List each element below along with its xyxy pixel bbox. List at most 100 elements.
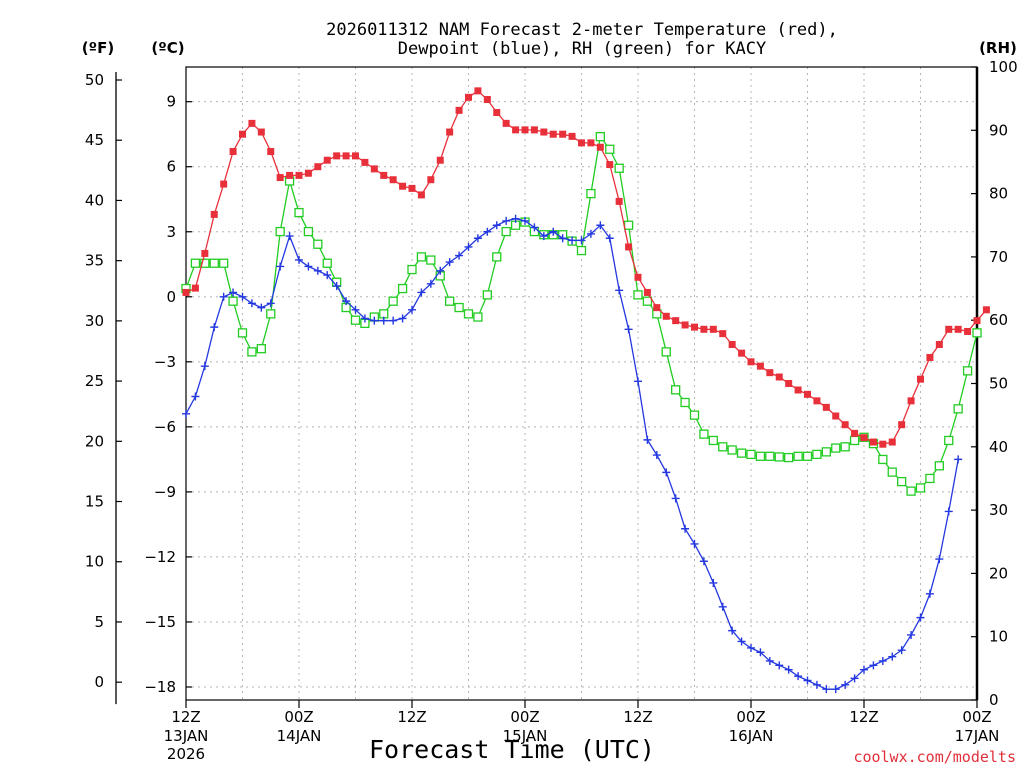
rh-point bbox=[878, 454, 888, 465]
temperature-point bbox=[540, 128, 548, 136]
rh-point bbox=[642, 296, 653, 306]
dewpoint-point bbox=[841, 680, 850, 689]
rh-point bbox=[718, 442, 728, 452]
dewpoint-point bbox=[426, 279, 435, 288]
temperature-point bbox=[502, 119, 510, 127]
dewpoint-point bbox=[408, 305, 416, 314]
dewpoint-point bbox=[803, 676, 812, 685]
rh-point bbox=[350, 315, 361, 325]
dewpoint-line bbox=[185, 218, 959, 690]
rh-unit-label: (RH) bbox=[979, 39, 1017, 57]
rh-point bbox=[699, 429, 709, 439]
temperature-point bbox=[229, 148, 237, 156]
rh-point bbox=[294, 207, 304, 218]
credit-text: coolwx.com/modelts bbox=[853, 748, 1016, 766]
rh-point bbox=[793, 451, 803, 461]
dewpoint-point bbox=[596, 221, 605, 230]
rh-point bbox=[388, 296, 398, 306]
temperature-point bbox=[220, 180, 228, 188]
temperature-point bbox=[709, 325, 717, 333]
dewpoint-point bbox=[492, 221, 501, 230]
dewpoint-point bbox=[907, 630, 916, 639]
temperature-point bbox=[822, 403, 830, 411]
temperature-point bbox=[239, 130, 246, 138]
dewpoint-point bbox=[436, 266, 445, 275]
dewpoint-point bbox=[756, 648, 765, 657]
rh-point bbox=[275, 226, 285, 237]
dewpoint-point bbox=[935, 555, 944, 564]
temperature-point bbox=[719, 330, 727, 338]
dewpoint-point bbox=[878, 656, 887, 665]
temperature-point bbox=[483, 96, 491, 104]
dewpoint-point bbox=[191, 392, 200, 401]
dewpoint-point bbox=[747, 643, 755, 652]
temperature-point bbox=[559, 130, 567, 138]
rh-point bbox=[445, 296, 455, 306]
plot-frame bbox=[185, 66, 978, 701]
dewpoint-point bbox=[473, 234, 482, 243]
temperature-point bbox=[681, 321, 689, 329]
celsius-tick-label: −6 bbox=[154, 418, 176, 436]
dewpoint-point bbox=[586, 229, 595, 238]
rh-point bbox=[831, 443, 841, 453]
rh-point bbox=[586, 188, 596, 199]
dewpoint-point bbox=[718, 602, 727, 611]
celsius-tick-label: −18 bbox=[144, 678, 176, 696]
dewpoint-point bbox=[210, 323, 219, 332]
dewpoint-point bbox=[728, 626, 737, 635]
dewpoint-point bbox=[247, 299, 256, 308]
rh-point bbox=[906, 486, 916, 496]
dewpoint-point bbox=[634, 377, 642, 386]
temperature-point bbox=[304, 169, 312, 177]
dewpoint-point bbox=[511, 214, 520, 223]
dewpoint-point bbox=[530, 223, 539, 232]
rh-point bbox=[595, 131, 605, 142]
rh-point bbox=[266, 309, 276, 319]
rh-point bbox=[322, 258, 332, 268]
rh-point bbox=[228, 296, 238, 306]
dewpoint-point bbox=[389, 316, 398, 325]
celsius-tick-label: −15 bbox=[144, 613, 176, 631]
rh-point bbox=[671, 385, 681, 395]
celsius-tick-label: 3 bbox=[166, 223, 176, 241]
rh-point bbox=[454, 302, 464, 313]
dewpoint-point bbox=[455, 251, 464, 260]
dewpoint-point bbox=[229, 288, 238, 297]
dewpoint-point bbox=[699, 557, 708, 566]
temperature-point bbox=[314, 163, 322, 171]
rh-point bbox=[416, 252, 427, 262]
temperature-point bbox=[851, 429, 859, 437]
dewpoint-point bbox=[615, 286, 624, 295]
temperature-point bbox=[455, 106, 463, 114]
temperature-point bbox=[352, 152, 359, 160]
rh-tick-label: 40 bbox=[989, 438, 1008, 456]
temperature-point bbox=[691, 323, 698, 331]
temperature-point bbox=[606, 161, 614, 169]
temperature-point bbox=[399, 182, 407, 190]
rh-point bbox=[661, 347, 671, 357]
dewpoint-point bbox=[681, 524, 690, 533]
temperature-point bbox=[860, 434, 868, 442]
temperature-point bbox=[380, 171, 388, 179]
temperature-point bbox=[917, 375, 924, 383]
rh-point bbox=[915, 483, 926, 493]
dewpoint-point bbox=[360, 314, 369, 323]
fahrenheit-tick-label: 0 bbox=[94, 673, 104, 691]
x-tick-date: 15JAN bbox=[503, 727, 548, 745]
temperature-point bbox=[295, 171, 303, 179]
temperature-point bbox=[568, 132, 576, 140]
temperature-point bbox=[728, 340, 736, 348]
dewpoint-point bbox=[925, 589, 934, 598]
temperature-point bbox=[323, 156, 331, 164]
rh-point bbox=[256, 344, 266, 354]
dewpoint-point bbox=[521, 216, 529, 225]
dewpoint-point bbox=[313, 266, 322, 275]
dewpoint-point bbox=[794, 672, 803, 681]
dewpoint-point bbox=[285, 232, 294, 241]
rh-point bbox=[426, 255, 436, 265]
fahrenheit-tick-label: 35 bbox=[85, 252, 104, 270]
temperature-point bbox=[389, 176, 397, 184]
dewpoint-point bbox=[869, 661, 878, 670]
dewpoint-point bbox=[671, 494, 680, 503]
temperature-point bbox=[653, 304, 661, 312]
